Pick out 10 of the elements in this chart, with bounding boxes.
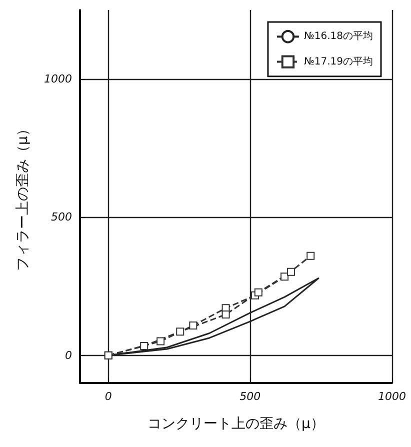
y-tick-label: 0 — [65, 348, 72, 362]
x-tick-label: 0 — [104, 390, 112, 403]
legend-label: №17.19の平均 — [304, 55, 374, 68]
y-tick-label: 1000 — [44, 72, 72, 86]
y-tick-label: 500 — [51, 210, 72, 224]
x-axis-title: コンクリート上の歪み（μ） — [148, 416, 324, 432]
x-tick-label: 500 — [240, 390, 261, 403]
x-tick-label: 1000 — [378, 390, 406, 403]
y-axis-title: フィラー上の歪み（μ） — [15, 122, 31, 271]
legend-label: №16.18の平均 — [304, 30, 374, 42]
